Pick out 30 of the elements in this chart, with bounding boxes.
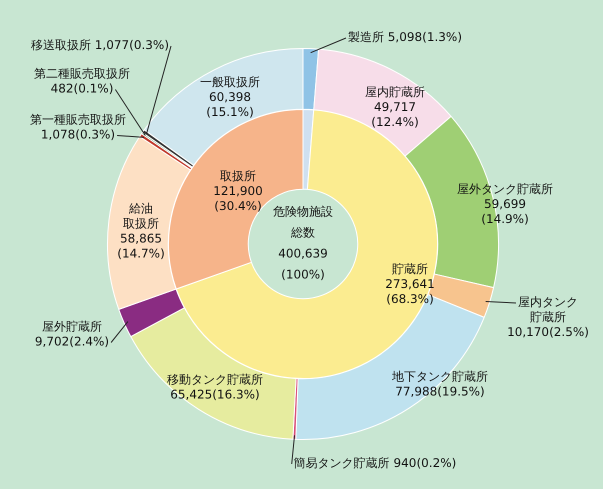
- data-label: 1,078(0.3%): [40, 128, 116, 142]
- data-label: 58,865(14.7%): [117, 232, 165, 261]
- slice-label: 一般取扱所: [200, 75, 260, 90]
- slice-label: 第二種販売取扱所: [34, 66, 130, 81]
- slice-label: 第一種販売取扱所: [30, 112, 126, 127]
- data-label: 65,425(16.3%): [170, 388, 260, 402]
- text: 危険物施設総数: [273, 204, 333, 240]
- data-label: 482(0.1%): [50, 82, 114, 96]
- slice-label: 移送取扱所 1,077(0.3%): [30, 38, 170, 52]
- slice-label: 地下タンク貯蔵所: [391, 370, 488, 384]
- data-label: 77,988(19.5%): [395, 384, 485, 399]
- text: (100%): [281, 268, 325, 282]
- data-label: 121,900(30.4%): [213, 184, 263, 214]
- data-label: 60,398(15.1%): [206, 90, 254, 120]
- slice-label: 製造所 5,098(1.3%): [348, 30, 462, 44]
- slice-label: 屋内タンク貯蔵所: [518, 295, 578, 324]
- data-label: 59,699(14.9%): [481, 197, 529, 226]
- slice-label: 屋外タンク貯蔵所: [457, 182, 553, 196]
- data-label: 9,702(2.4%): [34, 334, 110, 349]
- text: 400,639: [278, 246, 328, 261]
- slice-label: 貯蔵所: [392, 262, 428, 276]
- slice-label: 移動タンク貯蔵所: [167, 372, 263, 387]
- data-label: 49,717(12.4%): [371, 100, 419, 130]
- slice-label: 屋外貯蔵所: [42, 320, 102, 334]
- data-label: 273,641(68.3%): [385, 277, 435, 306]
- slice-label: 給油取扱所: [123, 202, 159, 231]
- slice-label: 簡易タンク貯蔵所 940(0.2%): [294, 456, 456, 470]
- slice-label: 屋内貯蔵所: [365, 85, 425, 100]
- slice-label: 取扱所: [220, 169, 256, 184]
- data-label: 10,170(2.5%): [507, 325, 589, 340]
